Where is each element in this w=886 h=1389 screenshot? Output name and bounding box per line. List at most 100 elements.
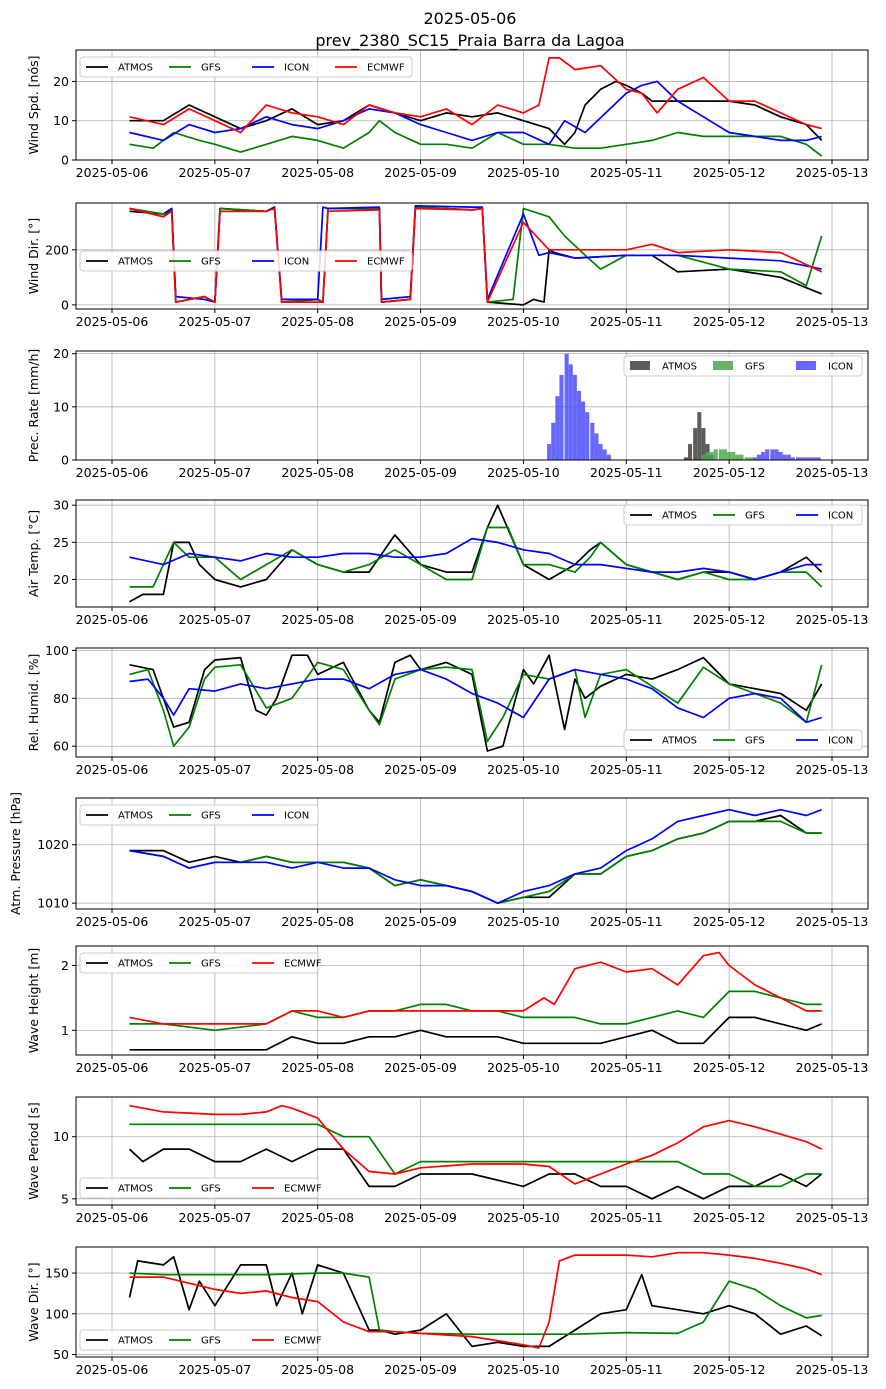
x-tick-label: 2025-05-07 xyxy=(179,465,252,480)
y-axis-label: Wind Spd. [nós] xyxy=(26,56,41,155)
y-tick-label: 20 xyxy=(53,74,69,89)
bar-gfs xyxy=(713,449,718,460)
y-tick-label: 10 xyxy=(53,113,69,128)
x-tick-label: 2025-05-12 xyxy=(693,612,766,627)
y-tick-label: 60 xyxy=(53,739,69,754)
x-tick-label: 2025-05-07 xyxy=(179,762,252,777)
x-tick-label: 2025-05-08 xyxy=(281,914,354,929)
series-line-atmos xyxy=(129,654,823,752)
legend-label-gfs: GFS xyxy=(745,736,765,747)
bar-icon xyxy=(796,457,801,460)
bar-icon xyxy=(786,454,791,460)
series-line-ecmwf xyxy=(129,951,822,1025)
bar-icon xyxy=(761,452,766,460)
x-tick-label: 2025-05-11 xyxy=(590,465,663,480)
bar-icon xyxy=(804,457,809,460)
x-tick-label: 2025-05-09 xyxy=(384,1210,457,1225)
x-tick-label: 2025-05-08 xyxy=(281,1210,354,1225)
chart-panel-6: 2025-05-06 2025-05-07 2025-05-08 2025-05-09… xyxy=(26,945,869,1075)
legend: ATMOS GFS ECMWF xyxy=(79,1177,322,1199)
bar-icon xyxy=(602,449,607,460)
x-tick-label: 2025-05-11 xyxy=(590,1362,663,1377)
bar-icon xyxy=(598,444,603,460)
x-tick-label: 2025-05-09 xyxy=(384,612,457,627)
y-tick-label: 10 xyxy=(53,399,69,414)
legend-label-gfs: GFS xyxy=(201,1336,221,1347)
bar-icon xyxy=(581,401,586,460)
chart-panel-8: 2025-05-06 2025-05-07 2025-05-08 2025-05-09… xyxy=(26,1246,869,1377)
y-axis-label: Wave Period [s] xyxy=(26,1102,41,1200)
x-tick-label: 2025-05-13 xyxy=(796,1210,869,1225)
series-line-gfs xyxy=(129,990,822,1032)
bar-gfs xyxy=(709,452,714,460)
figure-title: 2025-05-06 xyxy=(424,9,517,28)
legend-label-ecmwf: ECMWF xyxy=(367,257,405,268)
x-tick-label: 2025-05-12 xyxy=(693,1060,766,1075)
legend: ATMOS GFS ICON xyxy=(79,804,319,826)
axes-frame xyxy=(75,499,869,608)
bar-icon xyxy=(765,449,770,460)
series-line-icon xyxy=(129,668,822,724)
legend-box xyxy=(623,504,863,526)
axes-frame xyxy=(75,1096,869,1206)
legend-label-atmos: ATMOS xyxy=(662,362,697,373)
x-tick-label: 2025-05-12 xyxy=(693,914,766,929)
legend-label-gfs: GFS xyxy=(745,511,765,522)
bar-gfs xyxy=(748,457,753,460)
legend-label-ecmwf: ECMWF xyxy=(284,1184,322,1195)
x-tick-label: 2025-05-13 xyxy=(796,1060,869,1075)
bar-icon xyxy=(564,353,569,460)
bar-gfs xyxy=(705,452,710,460)
plot-area xyxy=(128,1104,823,1200)
series-line-icon xyxy=(129,537,822,581)
x-tick-label: 2025-05-11 xyxy=(590,314,663,329)
series-line-gfs xyxy=(129,1123,822,1188)
legend-label-gfs: GFS xyxy=(201,811,221,822)
x-tick-label: 2025-05-12 xyxy=(693,314,766,329)
bar-icon xyxy=(606,454,611,460)
legend-label-atmos: ATMOS xyxy=(118,811,153,822)
figure-subtitle: prev_2380_SC15_Praia Barra da Lagoa xyxy=(315,31,624,51)
legend: ATMOS GFS ICON ECMWF xyxy=(79,250,413,272)
panels: 2025-05-06 2025-05-07 2025-05-08 2025-05-09… xyxy=(8,49,869,1377)
series-line-ecmwf xyxy=(129,1251,822,1349)
y-tick-label: 20 xyxy=(53,572,69,587)
x-tick-label: 2025-05-13 xyxy=(796,165,869,180)
bar-icon xyxy=(594,433,599,460)
legend-label-atmos: ATMOS xyxy=(118,959,153,970)
x-tick-label: 2025-05-07 xyxy=(179,914,252,929)
legend-box xyxy=(79,1329,319,1351)
legend-label-atmos: ATMOS xyxy=(118,63,153,74)
bar-icon xyxy=(774,449,779,460)
plot-area xyxy=(129,808,822,905)
x-tick-label: 2025-05-06 xyxy=(76,914,149,929)
x-tick-label: 2025-05-09 xyxy=(384,762,457,777)
x-tick-label: 2025-05-10 xyxy=(487,1210,560,1225)
bar-icon xyxy=(559,374,564,460)
bar-icon xyxy=(568,364,573,460)
legend: ATMOS GFS ECMWF xyxy=(79,952,322,974)
series-line-gfs xyxy=(129,119,823,157)
y-axis-label: Wave Height [m] xyxy=(26,948,41,1054)
axes-frame xyxy=(75,797,869,910)
x-tick-label: 2025-05-12 xyxy=(693,1362,766,1377)
bar-atmos xyxy=(683,457,688,460)
series-line-icon xyxy=(129,808,822,905)
bar-gfs xyxy=(735,454,740,460)
legend-label-atmos: ATMOS xyxy=(118,257,153,268)
x-tick-label: 2025-05-10 xyxy=(487,465,560,480)
x-tick-label: 2025-05-06 xyxy=(76,612,149,627)
legend-box xyxy=(623,729,863,751)
bar-gfs xyxy=(722,449,728,460)
y-axis-label: Prec. Rate [mm/h] xyxy=(26,349,41,463)
series-line-gfs xyxy=(129,661,823,748)
bar-gfs xyxy=(744,457,749,460)
plot-area xyxy=(129,504,823,603)
x-tick-label: 2025-05-09 xyxy=(384,914,457,929)
bar-atmos xyxy=(701,428,706,460)
plot-area xyxy=(129,951,823,1051)
y-axis-label: Wind Dir. [°] xyxy=(26,218,41,294)
series-line-atmos xyxy=(128,1255,823,1348)
legend-swatch-gfs xyxy=(713,361,733,370)
series-line-ecmwf xyxy=(129,1104,823,1185)
